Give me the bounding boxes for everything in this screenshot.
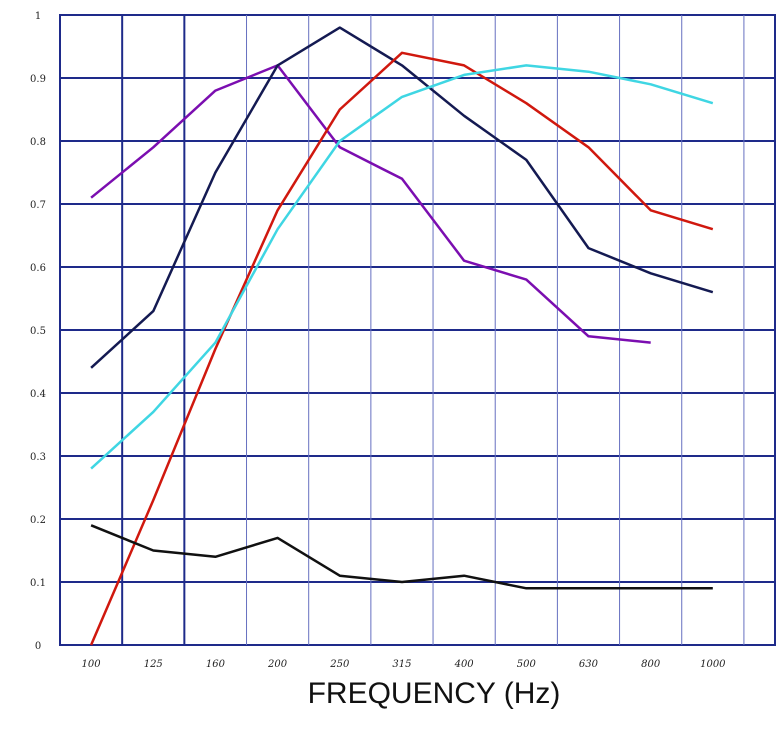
x-tick-label: 1000	[700, 659, 726, 670]
x-tick-label: 160	[206, 659, 226, 670]
x-tick-label: 315	[392, 659, 411, 670]
y-tick-label: 0.8	[30, 137, 46, 148]
grid	[59, 14, 776, 646]
x-tick-label: 125	[144, 659, 163, 670]
series-line	[90, 64, 714, 470]
x-tick-label: 100	[82, 659, 102, 670]
x-tick-labels: 100 125 160 200 250 315 400 500 630 800 1000	[82, 659, 727, 670]
y-tick-label: 1	[35, 11, 41, 22]
series-line	[90, 64, 651, 344]
y-tick-labels: 0 0.1 0.2 0.3 0.4 0.5 0.6 0.7 0.8 0.9 1	[30, 11, 46, 652]
y-tick-label: 0.6	[30, 263, 46, 274]
x-axis-label: FREQUENCY (Hz)	[308, 677, 561, 710]
x-tick-label: 630	[579, 659, 599, 670]
y-tick-label: 0.2	[30, 515, 46, 526]
series-line	[90, 524, 713, 590]
y-tick-label: 0.7	[30, 200, 46, 211]
series-line	[89, 51, 714, 646]
y-tick-label: 0.4	[30, 389, 46, 400]
y-tick-label: 0.1	[30, 578, 46, 589]
y-tick-label: 0	[35, 641, 41, 652]
x-tick-label: 400	[454, 659, 475, 670]
series-group	[89, 26, 714, 646]
x-tick-label: 800	[641, 659, 661, 670]
y-tick-label: 0.3	[30, 452, 46, 463]
y-tick-label: 0.5	[30, 326, 46, 337]
x-tick-label: 200	[267, 659, 288, 670]
series-line	[90, 26, 714, 369]
x-tick-label: 250	[329, 659, 350, 670]
x-tick-label: 500	[517, 659, 537, 670]
y-tick-label: 0.9	[30, 74, 46, 85]
